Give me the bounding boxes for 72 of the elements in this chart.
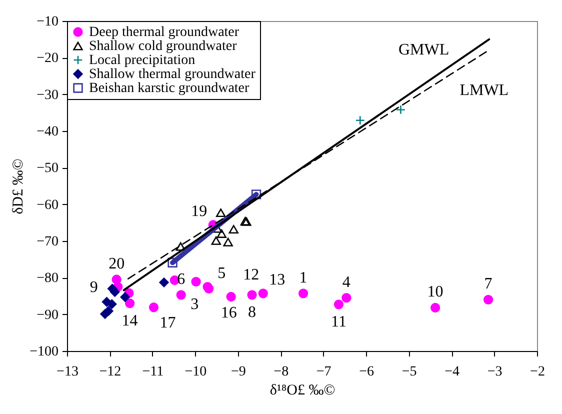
legend-label: Shallow cold groundwater [89, 39, 238, 54]
annotation: 5 [218, 264, 226, 282]
y-axis-title: δD£ ‰© [10, 158, 27, 214]
series-label: LMWL [460, 82, 509, 99]
annotation: 10 [427, 284, 444, 301]
y-tick-label: −60 [36, 198, 58, 213]
point [168, 258, 178, 268]
legend-label: Shallow thermal groundwater [89, 67, 256, 82]
point [228, 224, 238, 234]
y-tick-label: −50 [36, 161, 58, 176]
y-tick-label: −80 [36, 271, 58, 286]
x-tick-label: −8 [274, 364, 289, 380]
point [430, 302, 440, 313]
x-tick-label: −7 [316, 364, 332, 380]
legend-label: Local precipitation [89, 53, 196, 68]
point [298, 288, 308, 298]
annotation: 1 [299, 269, 308, 286]
annotation: 11 [331, 313, 346, 330]
annotation: 17 [160, 314, 176, 332]
point [120, 292, 130, 302]
annotation: 8 [248, 304, 256, 321]
point [483, 294, 494, 304]
y-tick-label: −40 [36, 124, 58, 140]
annotation: 7 [484, 276, 492, 293]
x-tick-label: −3 [487, 364, 502, 380]
legend-label: Beishan karstic groundwater [89, 81, 250, 96]
point [396, 104, 406, 115]
annotation: 12 [243, 266, 260, 284]
point [355, 116, 365, 126]
annotation: 14 [122, 312, 138, 330]
point [247, 290, 257, 300]
annotation: 3 [190, 296, 199, 314]
y-tick-label: −30 [36, 88, 58, 103]
point [258, 288, 268, 298]
series-label: GMWL [398, 41, 450, 58]
x-tick-label: −13 [56, 364, 78, 380]
annotation: 19 [191, 202, 208, 220]
y-tick-label: −20 [36, 51, 58, 66]
x-tick-label: −4 [444, 364, 460, 380]
x-tick-label: −6 [359, 364, 374, 380]
point [124, 298, 135, 308]
point [211, 236, 221, 245]
point [148, 302, 159, 312]
point [216, 229, 227, 238]
point [107, 299, 117, 309]
x-tick-label: −11 [142, 364, 164, 380]
point [191, 276, 201, 287]
legend-label: Deep thermal groundwater [89, 25, 240, 40]
y-tick-label: −10 [36, 14, 58, 30]
point [159, 278, 169, 288]
x-axis-title: δ¹⁸O£ ‰© [270, 382, 336, 398]
x-tick-label: −5 [402, 364, 417, 380]
point [176, 290, 186, 300]
x-tick-label: −12 [99, 364, 122, 380]
y-tick-label: −90 [36, 308, 58, 323]
annotation: 20 [108, 256, 125, 272]
point [216, 208, 226, 218]
point [226, 292, 236, 302]
point [104, 306, 114, 316]
annotation: 13 [269, 271, 286, 288]
x-tick-label: −2 [530, 364, 545, 380]
y-tick-label: −70 [36, 234, 58, 250]
annotation: 9 [90, 278, 98, 296]
x-tick-label: −10 [184, 364, 207, 380]
point [342, 293, 352, 303]
annotation: 16 [220, 304, 237, 322]
y-tick-label: −100 [30, 344, 58, 360]
point [223, 238, 233, 246]
annotation: 4 [342, 274, 350, 291]
x-tick-label: −9 [230, 364, 246, 380]
point [176, 242, 186, 251]
point [334, 300, 344, 310]
